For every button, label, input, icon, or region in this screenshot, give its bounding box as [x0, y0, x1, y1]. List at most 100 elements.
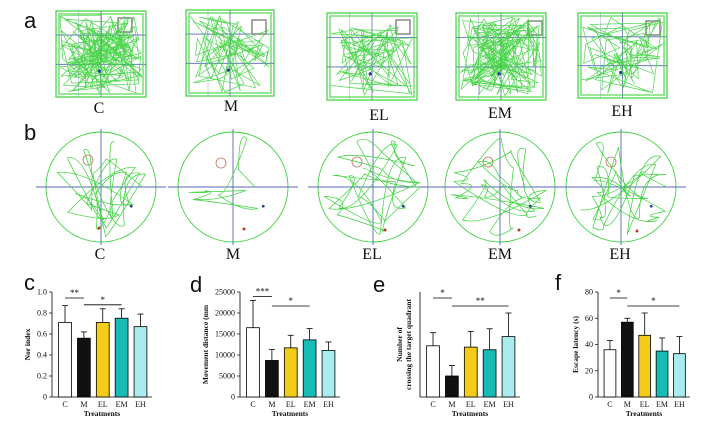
bar-M	[621, 321, 634, 398]
x-axis-label: Treatments	[626, 409, 662, 418]
chart-f: 0 20 40 60 80 C M EL EM EH Treatments Escape latenc…	[571, 288, 690, 418]
y-tick-label: 0	[589, 393, 593, 402]
significance-label: *	[651, 296, 656, 306]
bar-C	[246, 327, 260, 398]
y-tick-label: 5000	[219, 372, 235, 381]
x-axis-label: Treatments	[84, 409, 120, 418]
group-label-b-C: C	[95, 246, 106, 263]
x-tick-label: C	[62, 400, 67, 409]
bar-EM	[482, 349, 497, 398]
y-axis-label: crossing the target quadrant	[404, 299, 413, 390]
x-tick-label: EL	[286, 400, 296, 409]
x-tick-label: C	[430, 400, 435, 409]
group-label-a-M: M	[224, 98, 238, 115]
water-maze-EM	[435, 129, 565, 245]
y-axis-label: Nor index	[23, 328, 32, 360]
x-tick-label: M	[268, 400, 275, 409]
bar-M	[77, 337, 91, 398]
y-tick-label: 80	[585, 288, 593, 297]
significance-label: ***	[256, 286, 270, 296]
significance-label: **	[70, 288, 80, 298]
group-label-a-C: C	[94, 100, 105, 117]
panel-label-c: c	[24, 270, 35, 295]
y-axis-label: Number of	[395, 327, 404, 362]
open-field-EM	[455, 12, 547, 101]
y-tick-label: 0.6	[37, 330, 47, 339]
bar-EL	[638, 334, 651, 398]
group-label-a-EL: EL	[369, 107, 389, 124]
bar-EH	[673, 353, 686, 398]
significance-label: *	[289, 296, 294, 306]
panel-label-b: b	[24, 120, 36, 145]
x-tick-label: EL	[98, 400, 108, 409]
x-tick-label: EM	[484, 400, 496, 409]
bar-C	[58, 322, 72, 398]
group-label-b-EL: EL	[362, 246, 382, 263]
x-tick-label: EM	[656, 400, 668, 409]
x-tick-label: EL	[466, 400, 476, 409]
bar-M	[445, 375, 459, 398]
x-tick-label: C	[607, 400, 612, 409]
x-tick-label: EL	[640, 400, 650, 409]
y-tick-label: 1.0	[37, 288, 47, 297]
bar-EH	[321, 349, 336, 398]
water-maze-C	[36, 129, 166, 245]
bar-EL	[463, 346, 478, 398]
water-maze-M	[168, 129, 298, 245]
bar-charts: 0 0.2 0.4 0.6 0.8 1.0 C M EL EM EH Treatments Nor in…	[23, 286, 690, 418]
y-tick-label: 0.8	[37, 309, 47, 318]
y-tick-label: 0.2	[37, 372, 47, 381]
open-field-EH	[577, 12, 668, 99]
y-axis-label: Movement distance (mm	[201, 304, 210, 384]
x-tick-label: EH	[323, 400, 334, 409]
significance-label: *	[616, 288, 621, 298]
y-tick-label: 10000	[215, 351, 235, 360]
x-tick-label: M	[448, 400, 455, 409]
bar-EM	[655, 350, 669, 398]
x-axis-label: Treatments	[272, 409, 308, 418]
open-field-trajectories	[55, 9, 668, 101]
panel-label-d: d	[190, 272, 202, 297]
y-tick-label: 0.4	[37, 351, 47, 360]
panel-label-f: f	[555, 270, 562, 295]
x-tick-label: C	[250, 400, 255, 409]
chart-e: C M EL EM EH Treatments Number of crossing the …	[395, 288, 520, 418]
water-maze-trajectories	[36, 129, 686, 245]
chart-d: 0 5000 10000 15000 20000 25000 C M EL EM EH Treatme…	[201, 286, 340, 418]
group-label-a-EM: EM	[488, 105, 512, 122]
bar-EH	[133, 326, 148, 398]
group-label-b-EH: EH	[609, 246, 631, 263]
bar-EM	[302, 339, 317, 398]
group-label-b-EM: EM	[488, 246, 512, 263]
significance-label: *	[440, 288, 445, 298]
significance-label: **	[476, 296, 486, 306]
group-label-a-EH: EH	[611, 103, 633, 120]
x-tick-label: EM	[116, 400, 128, 409]
x-tick-label: EH	[135, 400, 146, 409]
x-tick-label: M	[80, 400, 87, 409]
y-tick-label: 15000	[215, 330, 235, 339]
x-axis-label: Treatments	[452, 409, 488, 418]
y-tick-label: 60	[585, 314, 593, 323]
group-label-b-M: M	[226, 246, 240, 263]
bar-EH	[501, 336, 516, 398]
y-tick-label: 0	[43, 393, 47, 402]
x-tick-label: EH	[674, 400, 685, 409]
bar-C	[603, 349, 617, 398]
bar-EL	[95, 322, 110, 398]
open-field-C	[55, 10, 147, 98]
panel-label-a: a	[24, 8, 37, 33]
bar-C	[426, 345, 440, 398]
y-tick-label: 0	[231, 393, 235, 402]
chart-c: 0 0.2 0.4 0.6 0.8 1.0 C M EL EM EH Treatments Nor in…	[23, 288, 152, 418]
y-tick-label: 40	[585, 340, 593, 349]
x-tick-label: M	[624, 400, 631, 409]
panel-label-e: e	[373, 272, 385, 297]
bar-EM	[114, 317, 129, 398]
open-field-EL	[326, 12, 418, 101]
bar-EL	[283, 347, 298, 398]
y-tick-label: 25000	[215, 288, 235, 297]
bar-M	[265, 360, 279, 398]
x-tick-label: EH	[503, 400, 514, 409]
